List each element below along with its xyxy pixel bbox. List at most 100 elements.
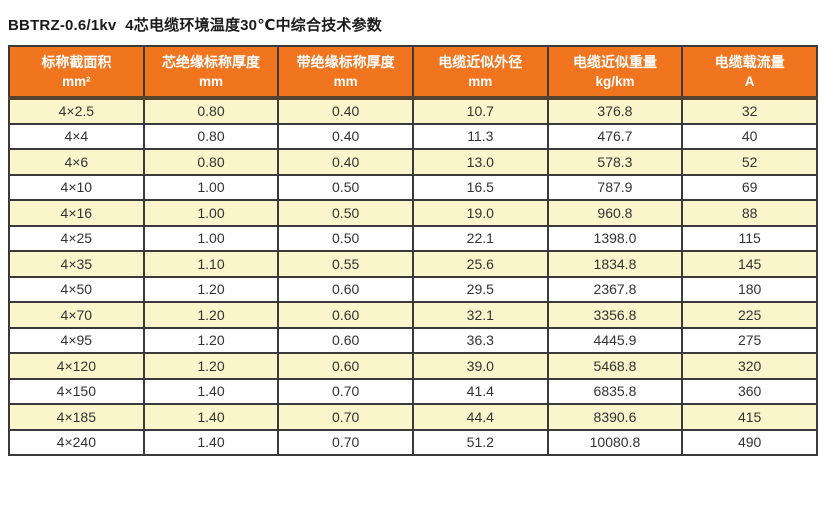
table-row: 4×35 1.10 0.55 25.6 1834.8 145 (8, 250, 818, 278)
table-cell: 51.2 (411, 428, 549, 456)
table-cell: 0.40 (277, 97, 414, 125)
table-cell: 1834.8 (546, 250, 684, 278)
column-header: 带绝缘标称厚度 mm (277, 45, 414, 100)
table-cell: 16.5 (411, 173, 549, 201)
column-header-label: 电缆近似外径 (438, 53, 523, 70)
table-row: 4×120 1.20 0.60 39.0 5468.8 320 (8, 352, 818, 380)
table-cell: 3356.8 (546, 301, 684, 329)
table-row: 4×70 1.20 0.60 32.1 3356.8 225 (8, 301, 818, 329)
table-cell: 0.55 (277, 250, 414, 278)
table-cell: 4×35 (8, 250, 145, 278)
table-header: 标称截面积 mm² 芯绝缘标称厚度 mm 带绝缘标称厚度 mm 电缆近似外径 mm 电缆近似重量… (8, 45, 818, 100)
column-header-unit: mm (333, 73, 358, 89)
table-cell: 415 (681, 403, 818, 431)
table-cell: 19.0 (411, 199, 549, 227)
table-cell: 52 (681, 148, 818, 176)
table-cell: 36.3 (411, 326, 549, 354)
column-header: 电缆载流量 A (681, 45, 818, 100)
table-cell: 4×16 (8, 199, 145, 227)
spec-table: 标称截面积 mm² 芯绝缘标称厚度 mm 带绝缘标称厚度 mm 电缆近似外径 mm 电缆近似重量… (8, 45, 818, 456)
table-cell: 22.1 (411, 224, 549, 252)
table-cell: 0.70 (277, 403, 414, 431)
table-cell: 1.00 (142, 173, 280, 201)
table-cell: 4×120 (8, 352, 145, 380)
table-cell: 13.0 (411, 148, 549, 176)
table-cell: 4×4 (8, 122, 145, 150)
table-cell: 88 (681, 199, 818, 227)
table-cell: 6835.8 (546, 377, 684, 405)
table-cell: 0.60 (277, 326, 414, 354)
table-row: 4×150 1.40 0.70 41.4 6835.8 360 (8, 377, 818, 405)
table-cell: 1.00 (142, 199, 280, 227)
table-cell: 0.60 (277, 301, 414, 329)
table-row: 4×185 1.40 0.70 44.4 8390.6 415 (8, 403, 818, 431)
column-header-unit: kg/km (595, 73, 635, 89)
table-cell: 1.40 (142, 377, 280, 405)
table-cell: 1398.0 (546, 224, 684, 252)
table-cell: 578.3 (546, 148, 684, 176)
table-cell: 4×10 (8, 173, 145, 201)
table-cell: 4×185 (8, 403, 145, 431)
column-header-unit: mm (198, 73, 223, 89)
column-header: 电缆近似外径 mm (411, 45, 549, 100)
table-cell: 4×25 (8, 224, 145, 252)
table-row: 4×6 0.80 0.40 13.0 578.3 52 (8, 148, 818, 176)
table-cell: 0.50 (277, 199, 414, 227)
table-cell: 0.50 (277, 224, 414, 252)
table-cell: 960.8 (546, 199, 684, 227)
table-cell: 0.40 (277, 122, 414, 150)
table-cell: 44.4 (411, 403, 549, 431)
table-cell: 4×150 (8, 377, 145, 405)
table-row: 4×240 1.40 0.70 51.2 10080.8 490 (8, 428, 818, 456)
table-cell: 4×2.5 (8, 97, 145, 125)
table-cell: 40 (681, 122, 818, 150)
table-cell: 69 (681, 173, 818, 201)
table-cell: 4×240 (8, 428, 145, 456)
table-cell: 490 (681, 428, 818, 456)
table-cell: 1.20 (142, 326, 280, 354)
table-cell: 0.80 (142, 148, 280, 176)
table-cell: 4×50 (8, 275, 145, 303)
table-cell: 1.40 (142, 403, 280, 431)
column-header-label: 芯绝缘标称厚度 (161, 53, 260, 70)
column-header-label: 标称截面积 (41, 53, 112, 70)
column-header: 芯绝缘标称厚度 mm (142, 45, 280, 100)
table-cell: 0.40 (277, 148, 414, 176)
table-cell: 8390.6 (546, 403, 684, 431)
table-cell: 476.7 (546, 122, 684, 150)
table-cell: 1.00 (142, 224, 280, 252)
table-cell: 275 (681, 326, 818, 354)
column-header-label: 电缆近似重量 (572, 53, 657, 70)
table-row: 4×50 1.20 0.60 29.5 2367.8 180 (8, 275, 818, 303)
column-header-unit: A (744, 73, 755, 89)
table-cell: 0.60 (277, 352, 414, 380)
table-cell: 225 (681, 301, 818, 329)
table-cell: 41.4 (411, 377, 549, 405)
table-cell: 0.70 (277, 428, 414, 456)
column-header: 标称截面积 mm² (8, 45, 145, 100)
table-cell: 1.40 (142, 428, 280, 456)
table-cell: 0.70 (277, 377, 414, 405)
table-row: 4×25 1.00 0.50 22.1 1398.0 115 (8, 224, 818, 252)
column-header-label: 带绝缘标称厚度 (296, 53, 395, 70)
page-title: BBTRZ-0.6/1kv 4芯电缆环境温度30℃中综合技术参数 (8, 17, 382, 34)
table-cell: 0.60 (277, 275, 414, 303)
table-cell: 25.6 (411, 250, 549, 278)
table-cell: 4×6 (8, 148, 145, 176)
table-cell: 0.50 (277, 173, 414, 201)
table-cell: 32 (681, 97, 818, 125)
table-cell: 115 (681, 224, 818, 252)
table-cell: 4445.9 (546, 326, 684, 354)
table-cell: 4×95 (8, 326, 145, 354)
column-header-label: 电缆载流量 (714, 53, 785, 70)
table-body: 4×2.5 0.80 0.40 10.7 376.8 32 4×4 0.80 0.40 11.3 4… (8, 97, 818, 456)
table-row: 4×16 1.00 0.50 19.0 960.8 88 (8, 199, 818, 227)
header-row: 标称截面积 mm² 芯绝缘标称厚度 mm 带绝缘标称厚度 mm 电缆近似外径 mm 电缆近似重量… (8, 45, 818, 100)
table-cell: 180 (681, 275, 818, 303)
table-cell: 4×70 (8, 301, 145, 329)
table-row: 4×4 0.80 0.40 11.3 476.7 40 (8, 122, 818, 150)
table-row: 4×95 1.20 0.60 36.3 4445.9 275 (8, 326, 818, 354)
table-cell: 32.1 (411, 301, 549, 329)
table-cell: 376.8 (546, 97, 684, 125)
table-cell: 39.0 (411, 352, 549, 380)
